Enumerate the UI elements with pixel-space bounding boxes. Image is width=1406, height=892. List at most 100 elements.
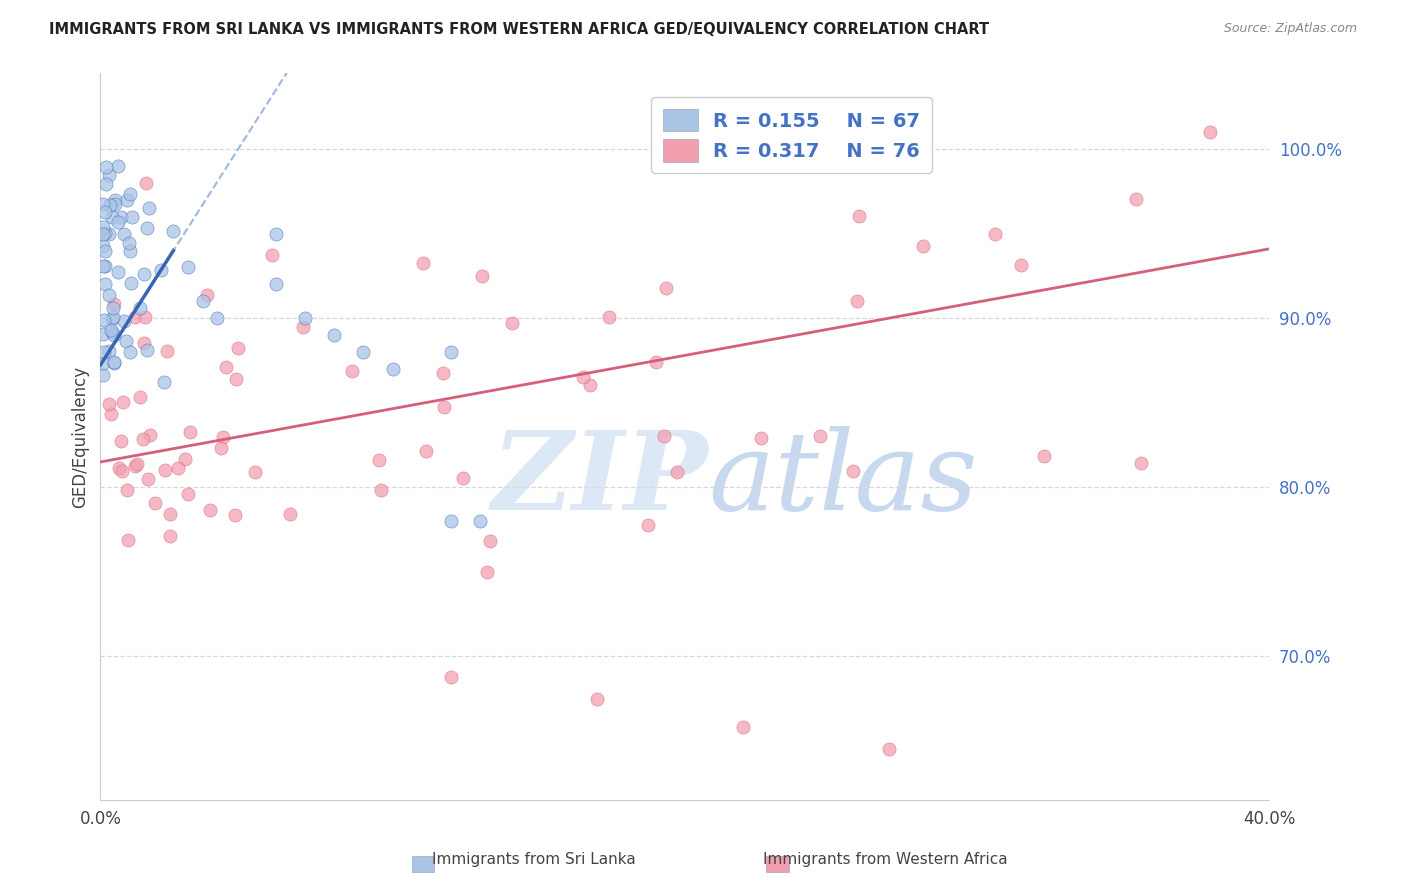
- Point: [323, 328, 346, 343]
- Point: [110, 434, 132, 449]
- Point: [159, 528, 181, 542]
- Point: [665, 465, 688, 479]
- Point: [94, 160, 117, 174]
- Point: [107, 265, 129, 279]
- Point: [149, 263, 172, 277]
- Point: [103, 355, 125, 369]
- Point: [470, 514, 492, 528]
- Point: [637, 517, 659, 532]
- Point: [432, 366, 454, 380]
- Point: [412, 256, 434, 270]
- Point: [97, 343, 120, 358]
- Point: [162, 224, 184, 238]
- Point: [118, 186, 141, 201]
- Point: [177, 487, 200, 501]
- Point: [91, 197, 114, 211]
- Point: [112, 395, 135, 409]
- Point: [91, 368, 114, 383]
- Point: [440, 345, 463, 359]
- Point: [91, 227, 114, 241]
- Y-axis label: GED/Equivalency: GED/Equivalency: [72, 366, 89, 508]
- Point: [103, 197, 125, 211]
- Point: [1033, 449, 1056, 463]
- Point: [107, 215, 129, 229]
- Point: [132, 268, 155, 282]
- Point: [134, 310, 156, 324]
- Point: [103, 310, 125, 325]
- Point: [749, 431, 772, 445]
- Point: [877, 742, 900, 756]
- Point: [598, 310, 620, 325]
- Point: [127, 457, 149, 471]
- Point: [121, 210, 143, 224]
- Point: [912, 239, 935, 253]
- Point: [118, 345, 141, 359]
- Point: [243, 466, 266, 480]
- Point: [135, 176, 157, 190]
- Point: [111, 464, 134, 478]
- Point: [370, 483, 392, 497]
- Point: [479, 533, 502, 548]
- Point: [1199, 125, 1222, 139]
- Point: [415, 444, 437, 458]
- Point: [112, 227, 135, 241]
- Point: [117, 533, 139, 548]
- Point: [98, 397, 121, 411]
- Point: [110, 210, 132, 224]
- Point: [733, 721, 755, 735]
- Point: [225, 372, 247, 386]
- Point: [93, 227, 115, 241]
- Point: [96, 177, 118, 191]
- Point: [93, 344, 115, 359]
- Point: [381, 362, 404, 376]
- Text: Immigrants from Sri Lanka: Immigrants from Sri Lanka: [433, 852, 636, 867]
- Point: [179, 425, 201, 439]
- Point: [108, 460, 131, 475]
- Point: [93, 313, 115, 327]
- Point: [501, 317, 523, 331]
- Point: [101, 210, 124, 224]
- Point: [159, 507, 181, 521]
- Point: [129, 301, 152, 315]
- Point: [135, 220, 157, 235]
- Point: [153, 463, 176, 477]
- Point: [143, 496, 166, 510]
- Point: [156, 343, 179, 358]
- Point: [191, 294, 214, 309]
- Point: [100, 407, 122, 421]
- Text: Source: ZipAtlas.com: Source: ZipAtlas.com: [1223, 22, 1357, 36]
- Point: [129, 390, 152, 404]
- Point: [198, 503, 221, 517]
- Point: [91, 239, 114, 253]
- Point: [440, 514, 463, 528]
- Point: [280, 508, 302, 522]
- Point: [117, 236, 139, 251]
- Point: [91, 356, 114, 370]
- Point: [209, 441, 232, 455]
- Point: [260, 248, 283, 262]
- Point: [644, 355, 666, 369]
- Point: [153, 376, 176, 390]
- Point: [118, 244, 141, 258]
- Point: [103, 301, 125, 315]
- Point: [808, 429, 831, 443]
- Point: [115, 193, 138, 207]
- Point: [226, 341, 249, 355]
- Point: [292, 319, 315, 334]
- Point: [451, 471, 474, 485]
- Point: [103, 356, 125, 370]
- Point: [120, 276, 142, 290]
- Point: [97, 287, 120, 301]
- Point: [652, 429, 675, 443]
- Point: [135, 343, 157, 357]
- Point: [205, 311, 228, 326]
- Point: [91, 259, 114, 273]
- Point: [136, 472, 159, 486]
- Point: [98, 168, 121, 182]
- Point: [579, 378, 602, 392]
- Point: [138, 202, 160, 216]
- Point: [91, 220, 114, 235]
- Point: [586, 691, 609, 706]
- Text: IMMIGRANTS FROM SRI LANKA VS IMMIGRANTS FROM WESTERN AFRICA GED/EQUIVALENCY CORR: IMMIGRANTS FROM SRI LANKA VS IMMIGRANTS …: [49, 22, 990, 37]
- Point: [94, 205, 117, 219]
